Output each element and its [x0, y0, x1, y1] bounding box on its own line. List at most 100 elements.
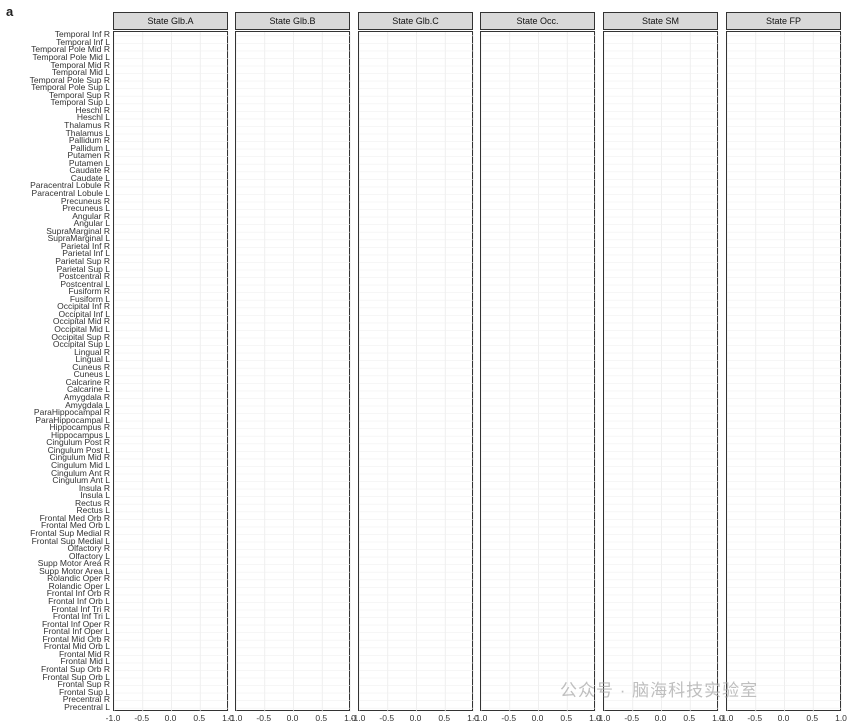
region-label: Frontal Inf Orb L	[48, 595, 110, 606]
region-label: Angular R	[72, 210, 110, 221]
region-label: Frontal Sup R	[57, 679, 110, 690]
x-tick-label: 0.0	[409, 713, 422, 723]
region-label: Pallidum R	[68, 135, 110, 146]
region-label: Frontal Inf Oper R	[41, 618, 110, 629]
x-tick-label: 1.0	[712, 713, 724, 723]
region-label: Parietal Sup L	[56, 263, 110, 274]
region-label: Frontal Med Orb R	[39, 512, 110, 523]
facet-panel	[358, 31, 474, 712]
x-tick-label: -0.5	[501, 713, 517, 723]
region-label: Calcarine R	[65, 376, 110, 387]
region-label: Frontal Inf Tri R	[51, 603, 110, 614]
region-label: Paracentral Lobule R	[30, 180, 110, 191]
x-tick-label: 1.0	[467, 713, 479, 723]
facet-plot	[236, 32, 351, 712]
region-label: Cingulum Mid R	[49, 452, 110, 463]
facet-panel	[235, 31, 351, 712]
region-label: Paracentral Lobule L	[31, 187, 110, 198]
region-label: Frontal Mid L	[60, 656, 110, 667]
region-label: Temporal Sup R	[49, 89, 110, 100]
region-label: Frontal Mid R	[58, 648, 110, 659]
x-tick-label: -0.5	[379, 713, 395, 723]
region-label: Temporal Inf R	[54, 29, 110, 40]
region-label: Occipital Mid L	[54, 323, 110, 334]
region-label: Occipital Inf R	[57, 301, 110, 312]
facet-plot	[114, 32, 229, 712]
x-tick-label: -1.0	[350, 713, 366, 723]
region-label: Rolandic Oper L	[48, 580, 110, 591]
region-label: Temporal Pole Sup R	[29, 74, 110, 85]
facet-strip: State Glb.B	[235, 12, 350, 30]
region-label: Precentral R	[62, 694, 110, 705]
region-label: Olfactory R	[67, 543, 110, 554]
x-tick-label: 0.5	[438, 713, 451, 723]
region-label: Supp Motor Area R	[37, 558, 110, 569]
region-label: Frontal Sup Orb L	[42, 671, 110, 682]
region-label: Rectus R	[75, 497, 110, 508]
region-label: Hippocampus L	[50, 429, 110, 440]
region-label: Cingulum Post L	[47, 444, 110, 455]
facet-plot	[604, 32, 719, 712]
facet-plot	[359, 32, 474, 712]
x-tick-label: 1.0	[344, 713, 356, 723]
x-tick-label: -0.5	[747, 713, 763, 723]
region-label: Lingual R	[74, 346, 110, 357]
facet-strip: State Glb.C	[358, 12, 473, 30]
region-label: Temporal Mid R	[50, 59, 110, 70]
region-label: Precentral L	[64, 701, 110, 712]
region-label: Temporal Inf L	[56, 36, 110, 47]
facet-panel	[113, 31, 229, 712]
facet-strip: State Glb.A	[113, 12, 228, 30]
facet-plot	[481, 32, 596, 712]
region-label: Amygdala L	[65, 399, 110, 410]
region-label: Temporal Pole Mid L	[32, 51, 110, 62]
region-label: Hippocampus R	[49, 422, 110, 433]
x-tick-label: -1.0	[595, 713, 611, 723]
region-label: Cingulum Ant L	[52, 475, 110, 486]
region-label: Rectus L	[76, 505, 110, 516]
x-tick-label: 0.0	[164, 713, 177, 723]
x-tick-label: -1.0	[227, 713, 243, 723]
region-label: Temporal Sup L	[50, 97, 110, 108]
region-label: Frontal Sup Medial R	[30, 527, 110, 538]
x-tick-label: -0.5	[256, 713, 272, 723]
region-label: Frontal Sup Medial L	[31, 535, 110, 546]
region-label: Postcentral R	[58, 271, 110, 282]
region-label: Calcarine L	[67, 384, 110, 395]
facet-panel	[480, 31, 596, 712]
facet-panel	[603, 31, 719, 712]
region-label: Temporal Pole Mid R	[31, 44, 110, 55]
region-label: Occipital Inf L	[58, 308, 111, 319]
region-label: Fusiform L	[69, 293, 110, 304]
region-label: Thalamus R	[64, 119, 110, 130]
region-label: Pallidum L	[70, 142, 110, 153]
region-label: Precuneus L	[62, 203, 110, 214]
region-label: Frontal Inf Tri L	[52, 611, 110, 622]
x-tick-label: 0.5	[315, 713, 328, 723]
x-tick-label: 0.0	[654, 713, 667, 723]
region-label: Frontal Mid Orb R	[42, 633, 110, 644]
x-tick-label: 0.5	[683, 713, 696, 723]
x-tick-label: 1.0	[222, 713, 234, 723]
region-label: Rolandic Oper R	[47, 573, 110, 584]
facet-panel	[726, 31, 842, 712]
x-tick-label: -0.5	[624, 713, 640, 723]
region-label: Heschl R	[75, 104, 110, 115]
x-tick-label: 0.5	[560, 713, 573, 723]
region-label: Parietal Inf R	[60, 240, 110, 251]
region-label: Cuneus L	[73, 369, 110, 380]
region-label: Olfactory L	[68, 550, 110, 561]
region-label: Occipital Sup R	[51, 331, 110, 342]
x-tick-label: 0.5	[806, 713, 819, 723]
x-tick-label: 1.0	[589, 713, 601, 723]
x-tick-label: -1.0	[472, 713, 488, 723]
x-tick-label: -0.5	[134, 713, 150, 723]
region-label: Frontal Inf Oper L	[43, 626, 110, 637]
region-label: SupraMarginal R	[46, 225, 110, 236]
x-tick-label: -1.0	[105, 713, 121, 723]
region-label: ParaHippocampal R	[33, 407, 110, 418]
region-label: Fusiform R	[68, 286, 110, 297]
region-label: Cingulum Ant R	[50, 467, 110, 478]
facet-strip: State FP	[726, 12, 841, 30]
region-label: Putamen R	[67, 150, 110, 161]
